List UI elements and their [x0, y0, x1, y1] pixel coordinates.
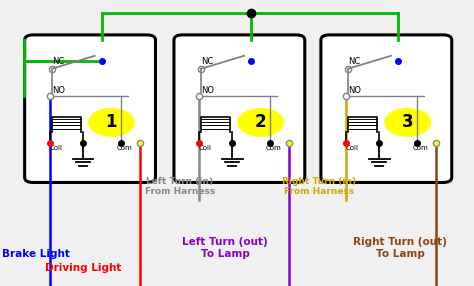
Text: 3: 3	[402, 114, 413, 131]
Text: Com: Com	[116, 145, 132, 151]
FancyBboxPatch shape	[25, 35, 155, 182]
Text: Coil: Coil	[199, 145, 212, 151]
Text: NC: NC	[201, 57, 214, 66]
Text: Right Turn (in)
From Harness: Right Turn (in) From Harness	[282, 176, 356, 196]
Text: NO: NO	[201, 86, 214, 95]
Text: Brake Light: Brake Light	[2, 249, 70, 259]
Text: Coil: Coil	[346, 145, 359, 151]
Circle shape	[385, 109, 430, 136]
Text: Driving Light: Driving Light	[45, 263, 121, 273]
FancyBboxPatch shape	[321, 35, 452, 182]
Text: NC: NC	[348, 57, 361, 66]
Text: NO: NO	[52, 86, 65, 95]
Text: Left Turn (in)
From Harness: Left Turn (in) From Harness	[145, 176, 215, 196]
FancyBboxPatch shape	[174, 35, 305, 182]
Text: Right Turn (out)
To Lamp: Right Turn (out) To Lamp	[353, 237, 447, 259]
Text: Left Turn (out)
To Lamp: Left Turn (out) To Lamp	[182, 237, 268, 259]
Text: NO: NO	[348, 86, 361, 95]
Text: Coil: Coil	[50, 145, 63, 151]
Text: 1: 1	[106, 114, 117, 131]
Text: NC: NC	[52, 57, 64, 66]
Text: Com: Com	[412, 145, 428, 151]
Text: Com: Com	[265, 145, 281, 151]
Text: 2: 2	[255, 114, 266, 131]
Circle shape	[238, 109, 283, 136]
Circle shape	[89, 109, 134, 136]
